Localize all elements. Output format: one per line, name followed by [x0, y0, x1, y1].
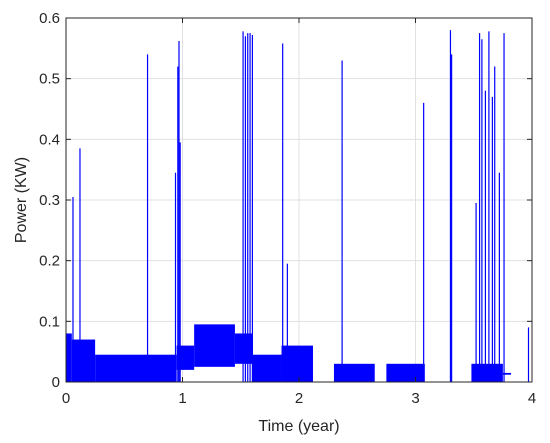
- series-band: [386, 363, 425, 382]
- x-tick-label: 0: [62, 390, 70, 407]
- x-tick-labels: 0 1 2 3 4: [62, 390, 536, 407]
- y-tick-label: 0.4: [39, 131, 60, 148]
- y-axis-title: Power (KW): [13, 157, 30, 243]
- x-tick-label: 1: [178, 390, 186, 407]
- x-tick-label: 3: [411, 390, 419, 407]
- series-band: [281, 345, 313, 382]
- x-tick-label: 2: [295, 390, 303, 407]
- series-band: [176, 345, 195, 370]
- series-band: [333, 363, 375, 382]
- axis-ticks: [65, 17, 533, 383]
- y-tick-label: 0: [52, 374, 60, 391]
- y-tick-label: 0.3: [39, 192, 60, 209]
- series-band: [194, 324, 235, 367]
- y-tick-label: 0.2: [39, 253, 60, 270]
- series-line: [66, 30, 530, 382]
- series-band: [502, 372, 512, 375]
- y-tick-labels: 0 0.1 0.2 0.3 0.4 0.5 0.6: [39, 10, 60, 391]
- y-tick-label: 0.1: [39, 313, 60, 330]
- series-band: [71, 339, 96, 382]
- x-axis-title: Time (year): [258, 418, 339, 435]
- x-tick-label: 4: [528, 390, 536, 407]
- y-tick-label: 0.5: [39, 71, 60, 88]
- series-band: [147, 354, 177, 382]
- y-tick-label: 0.6: [39, 10, 60, 27]
- series-band: [95, 354, 148, 382]
- series-band: [66, 333, 72, 382]
- series-band: [252, 354, 282, 382]
